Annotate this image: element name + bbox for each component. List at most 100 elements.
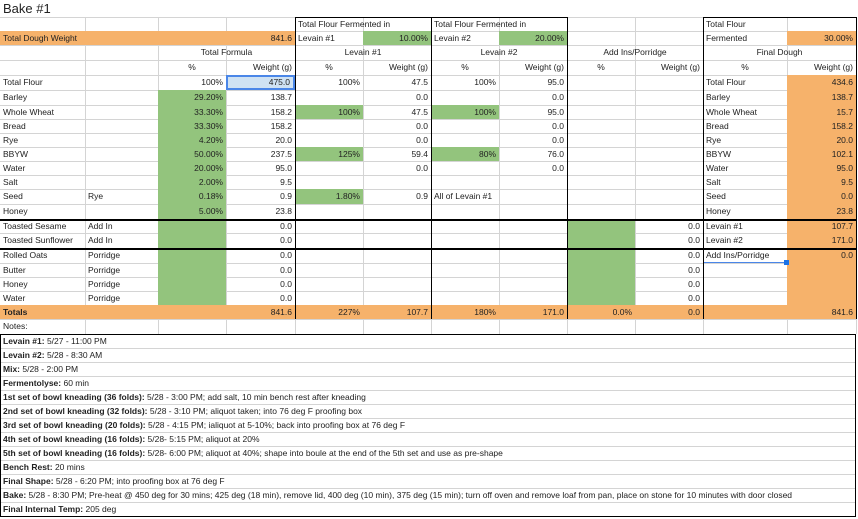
levain2-fermented-label[interactable]: Total Flour Fermented in bbox=[434, 19, 527, 29]
ingredient-type[interactable]: Add In bbox=[88, 221, 113, 231]
ingredient-name[interactable]: Honey bbox=[3, 206, 28, 216]
levain2-pct[interactable] bbox=[431, 248, 499, 263]
ingredient-type[interactable]: Porridge bbox=[88, 265, 121, 275]
levain1-pct[interactable]: 100% bbox=[295, 105, 363, 119]
levain2-weight[interactable]: 0.0 bbox=[552, 121, 564, 131]
levain2-weight[interactable]: 95.0 bbox=[547, 107, 564, 117]
add-ins-weight[interactable]: 0.0 bbox=[688, 293, 700, 303]
ingredient-type[interactable] bbox=[85, 105, 158, 119]
group-add-ins[interactable]: Add Ins/Porridge bbox=[603, 47, 667, 57]
ingredient-name[interactable]: Seed bbox=[3, 191, 23, 201]
note-line[interactable]: 2nd set of bowl kneading (32 folds): 5/2… bbox=[0, 404, 856, 418]
add-ins-pct[interactable] bbox=[567, 90, 635, 105]
levain2-pct[interactable] bbox=[431, 263, 499, 277]
total-formula-pct[interactable]: 100% bbox=[201, 77, 223, 87]
totals-label[interactable]: Totals bbox=[0, 305, 85, 319]
ingredient-type[interactable] bbox=[85, 133, 158, 147]
ingredient-name[interactable]: Rye bbox=[3, 135, 19, 145]
levain1-fermented-label[interactable]: Total Flour Fermented in bbox=[298, 19, 391, 29]
levain1-pct[interactable] bbox=[295, 263, 363, 277]
total-formula-weight[interactable]: 0.0 bbox=[280, 265, 292, 275]
final-dough-label[interactable]: Water bbox=[706, 163, 729, 173]
final-dough-label[interactable] bbox=[703, 263, 787, 277]
total-formula-pct[interactable] bbox=[158, 277, 226, 291]
levain1-pct[interactable] bbox=[295, 161, 363, 175]
fermented-label[interactable]: Fermented bbox=[706, 33, 748, 43]
total-formula-pct[interactable] bbox=[158, 219, 226, 233]
levain2-weight[interactable] bbox=[499, 175, 567, 189]
final-dough-weight[interactable] bbox=[787, 263, 856, 277]
total-formula-pct[interactable]: 2.00% bbox=[158, 175, 226, 189]
add-ins-weight[interactable]: 0.0 bbox=[688, 250, 700, 260]
group-levain1[interactable]: Levain #1 bbox=[344, 47, 382, 57]
total-formula-pct[interactable]: 50.00% bbox=[158, 147, 226, 161]
levain1-weight[interactable] bbox=[363, 277, 431, 291]
total-formula-pct[interactable]: 4.20% bbox=[158, 133, 226, 147]
levain1-pct[interactable] bbox=[295, 233, 363, 248]
total-formula-pct[interactable] bbox=[158, 291, 226, 305]
levain1-weight[interactable]: 47.5 bbox=[411, 77, 428, 87]
levain1-weight[interactable] bbox=[363, 204, 431, 219]
final-dough-label[interactable]: Honey bbox=[706, 206, 731, 216]
total-formula-pct[interactable]: 29.20% bbox=[158, 90, 226, 105]
final-dough-label[interactable]: Rye bbox=[706, 135, 722, 145]
levain1-weight[interactable] bbox=[363, 248, 431, 263]
ingredient-type[interactable] bbox=[85, 90, 158, 105]
pct-header[interactable]: % bbox=[461, 62, 469, 72]
add-ins-weight[interactable]: 0.0 bbox=[688, 265, 700, 275]
total-formula-pct[interactable] bbox=[158, 233, 226, 248]
add-ins-pct[interactable] bbox=[567, 133, 635, 147]
sheet-title[interactable]: Bake #1 bbox=[3, 1, 51, 16]
note-line[interactable]: Levain #1: 5/27 - 11:00 PM bbox=[0, 334, 856, 348]
ingredient-name[interactable]: Total Flour bbox=[3, 77, 43, 87]
add-ins-weight[interactable]: 0.0 bbox=[688, 235, 700, 245]
ingredient-name[interactable]: Toasted Sesame bbox=[3, 221, 67, 231]
levain2-weight[interactable]: 0.0 bbox=[552, 92, 564, 102]
note-line[interactable]: 3rd set of bowl kneading (20 folds): 5/2… bbox=[0, 418, 856, 432]
ingredient-name[interactable]: Bread bbox=[3, 121, 26, 131]
levain1-pct[interactable] bbox=[295, 248, 363, 263]
levain1-weight[interactable]: 0.0 bbox=[416, 163, 428, 173]
final-dough-weight[interactable]: 841.6 bbox=[787, 305, 856, 319]
ingredient-name[interactable]: Water bbox=[3, 293, 26, 303]
levain2-weight[interactable] bbox=[499, 263, 567, 277]
add-ins-weight[interactable] bbox=[635, 204, 703, 219]
levain1-weight[interactable] bbox=[363, 175, 431, 189]
levain2-pct[interactable]: 180% bbox=[431, 305, 499, 319]
ingredient-name[interactable]: BBYW bbox=[3, 149, 29, 159]
levain1-pct[interactable] bbox=[295, 119, 363, 133]
note-line[interactable]: Bench Rest: 20 mins bbox=[0, 460, 856, 474]
total-formula-weight[interactable]: 0.0 bbox=[280, 293, 292, 303]
levain1-pct[interactable]: 100% bbox=[338, 77, 360, 87]
levain2-weight[interactable]: 0.0 bbox=[552, 163, 564, 173]
weight-header[interactable]: Weight (g) bbox=[813, 62, 853, 72]
levain1-weight[interactable]: 0.0 bbox=[416, 92, 428, 102]
add-ins-weight[interactable] bbox=[635, 105, 703, 119]
levain2-weight[interactable]: 95.0 bbox=[547, 77, 564, 87]
add-ins-pct[interactable] bbox=[567, 119, 635, 133]
fermented-pct[interactable]: 30.00% bbox=[787, 31, 856, 45]
ingredient-name[interactable]: Toasted Sunflower bbox=[3, 235, 73, 245]
levain1-pct[interactable]: 227% bbox=[295, 305, 363, 319]
ingredient-name[interactable]: Butter bbox=[3, 265, 26, 275]
weight-header[interactable]: Weight (g) bbox=[388, 62, 428, 72]
note-line[interactable]: Mix: 5/28 - 2:00 PM bbox=[0, 362, 856, 376]
total-formula-weight[interactable]: 20.0 bbox=[275, 135, 292, 145]
levain2-weight[interactable]: 0.0 bbox=[552, 135, 564, 145]
total-formula-weight[interactable]: 158.2 bbox=[270, 107, 292, 117]
final-dough-label[interactable]: Levain #1 bbox=[706, 221, 743, 231]
total-formula-weight[interactable]: 0.0 bbox=[280, 235, 292, 245]
final-dough-weight[interactable]: 0.0 bbox=[787, 189, 856, 204]
notes-label[interactable]: Notes: bbox=[3, 321, 28, 331]
note-line[interactable]: 5th set of bowl kneading (16 folds): 5/2… bbox=[0, 446, 856, 460]
total-formula-pct[interactable]: 5.00% bbox=[158, 204, 226, 219]
ingredient-type[interactable]: Porridge bbox=[88, 250, 121, 260]
final-dough-weight[interactable]: 15.7 bbox=[787, 105, 856, 119]
final-dough-weight[interactable] bbox=[787, 277, 856, 291]
levain1-pct[interactable] bbox=[295, 291, 363, 305]
levain2-pct[interactable]: 100% bbox=[474, 77, 496, 87]
final-dough-weight[interactable]: 434.6 bbox=[787, 75, 856, 90]
ingredient-type[interactable] bbox=[85, 204, 158, 219]
ingredient-name[interactable]: Rolled Oats bbox=[3, 250, 48, 260]
levain1-pct[interactable] bbox=[295, 204, 363, 219]
